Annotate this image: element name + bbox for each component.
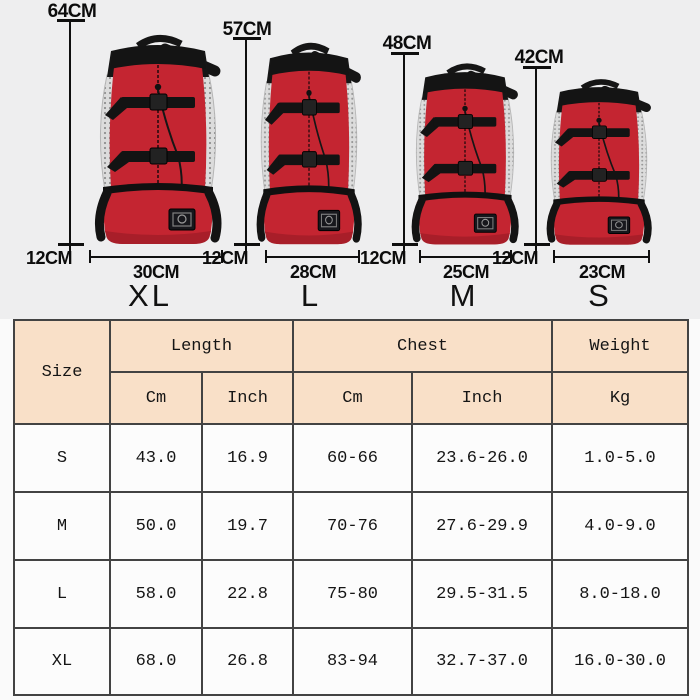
measure-cap-line — [391, 52, 419, 55]
cell-chest-cm: 60-66 — [292, 423, 413, 493]
table-row-xl: XL 68.0 26.8 83-94 32.7-37.0 16.0-30.0 — [13, 627, 690, 696]
header-chest-inch: Inch — [410, 371, 554, 425]
bottom-dimension-label: 12CM — [491, 248, 539, 268]
backpack-illustration-l — [255, 39, 363, 247]
cell-chest-cm: 75-80 — [292, 559, 413, 629]
cell-length-inch: 19.7 — [201, 491, 294, 561]
backpack-illustration-m — [410, 60, 520, 247]
measure-vertical-line — [535, 68, 537, 258]
measure-tick-line — [234, 243, 260, 246]
size-letter-m: M — [449, 278, 479, 313]
cell-size: L — [13, 559, 111, 629]
height-dimension-label: 48CM — [382, 33, 432, 54]
header-chest: Chest — [291, 319, 554, 373]
table-row-s: S 43.0 16.9 60-66 23.6-26.0 1.0-5.0 — [13, 423, 690, 493]
height-dimension-label: 64CM — [47, 1, 97, 22]
height-dimension-label: 42CM — [514, 47, 564, 68]
cell-size: S — [13, 423, 111, 493]
cell-length-cm: 58.0 — [109, 559, 203, 629]
measure-tick-line — [392, 243, 418, 246]
size-illustration-section: 64CM 12CM 30CM XL 57CM 12CM 28CM L 48CM … — [0, 0, 700, 319]
cell-weight-kg: 4.0-9.0 — [551, 491, 690, 561]
table-row-m: M 50.0 19.7 70-76 27.6-29.9 4.0-9.0 — [13, 491, 690, 561]
width-dimension-label: 28CM — [289, 262, 337, 282]
height-dimension-label: 57CM — [222, 19, 272, 40]
header-weight-kg: Kg — [551, 371, 690, 425]
cell-length-inch: 26.8 — [201, 627, 294, 696]
cell-weight-kg: 1.0-5.0 — [551, 423, 690, 493]
backpack-illustration-s — [545, 76, 653, 247]
cell-chest-cm: 70-76 — [292, 491, 413, 561]
measure-cap-line — [233, 37, 261, 40]
cell-length-cm: 43.0 — [109, 423, 203, 493]
bottom-dimension-label: 12CM — [201, 248, 249, 268]
cell-length-inch: 16.9 — [201, 423, 294, 493]
measure-vertical-line — [403, 54, 405, 258]
measure-cap-line — [57, 19, 85, 22]
cell-size: M — [13, 491, 111, 561]
measure-horizontal-line — [266, 256, 360, 258]
size-letter-xl: XL — [128, 278, 172, 313]
width-dimension-label: 25CM — [442, 262, 490, 282]
header-weight: Weight — [551, 319, 690, 373]
bottom-dimension-label: 12CM — [25, 248, 73, 268]
table-row-l: L 58.0 22.8 75-80 29.5-31.5 8.0-18.0 — [13, 559, 690, 629]
header-size: Size — [13, 319, 111, 425]
header-length: Length — [109, 319, 294, 373]
header-length-cm: Cm — [109, 371, 203, 425]
bottom-dimension-label: 12CM — [359, 248, 407, 268]
measure-vertical-line — [245, 39, 247, 258]
measure-cap-line — [523, 66, 551, 69]
size-chart-table: Size Length Chest Weight Cm Inch Cm Inch… — [13, 319, 690, 696]
width-dimension-label: 23CM — [578, 262, 626, 282]
measure-tick-line — [58, 243, 84, 246]
size-letter-s: S — [588, 278, 612, 313]
cell-weight-kg: 8.0-18.0 — [551, 559, 690, 629]
measure-vertical-line — [69, 21, 71, 258]
cell-size: XL — [13, 627, 111, 696]
measure-end-tick — [221, 250, 223, 263]
cell-chest-inch: 23.6-26.0 — [410, 423, 554, 493]
measure-horizontal-line — [554, 256, 650, 258]
measure-end-tick — [648, 250, 650, 263]
measure-end-tick — [358, 250, 360, 263]
measure-end-tick — [510, 250, 512, 263]
header-chest-cm: Cm — [292, 371, 413, 425]
measure-tick-line — [524, 243, 550, 246]
cell-length-inch: 22.8 — [201, 559, 294, 629]
cell-chest-inch: 27.6-29.9 — [410, 491, 554, 561]
header-length-inch: Inch — [201, 371, 294, 425]
measure-horizontal-line — [90, 256, 222, 258]
cell-weight-kg: 16.0-30.0 — [551, 627, 690, 696]
cell-chest-inch: 32.7-37.0 — [410, 627, 554, 696]
size-letter-l: L — [300, 278, 322, 313]
backpack-illustration-xl — [93, 31, 223, 247]
cell-chest-inch: 29.5-31.5 — [410, 559, 554, 629]
cell-length-cm: 68.0 — [109, 627, 203, 696]
measure-horizontal-line — [420, 256, 512, 258]
cell-length-cm: 50.0 — [109, 491, 203, 561]
width-dimension-label: 30CM — [132, 262, 180, 282]
cell-chest-cm: 83-94 — [292, 627, 413, 696]
